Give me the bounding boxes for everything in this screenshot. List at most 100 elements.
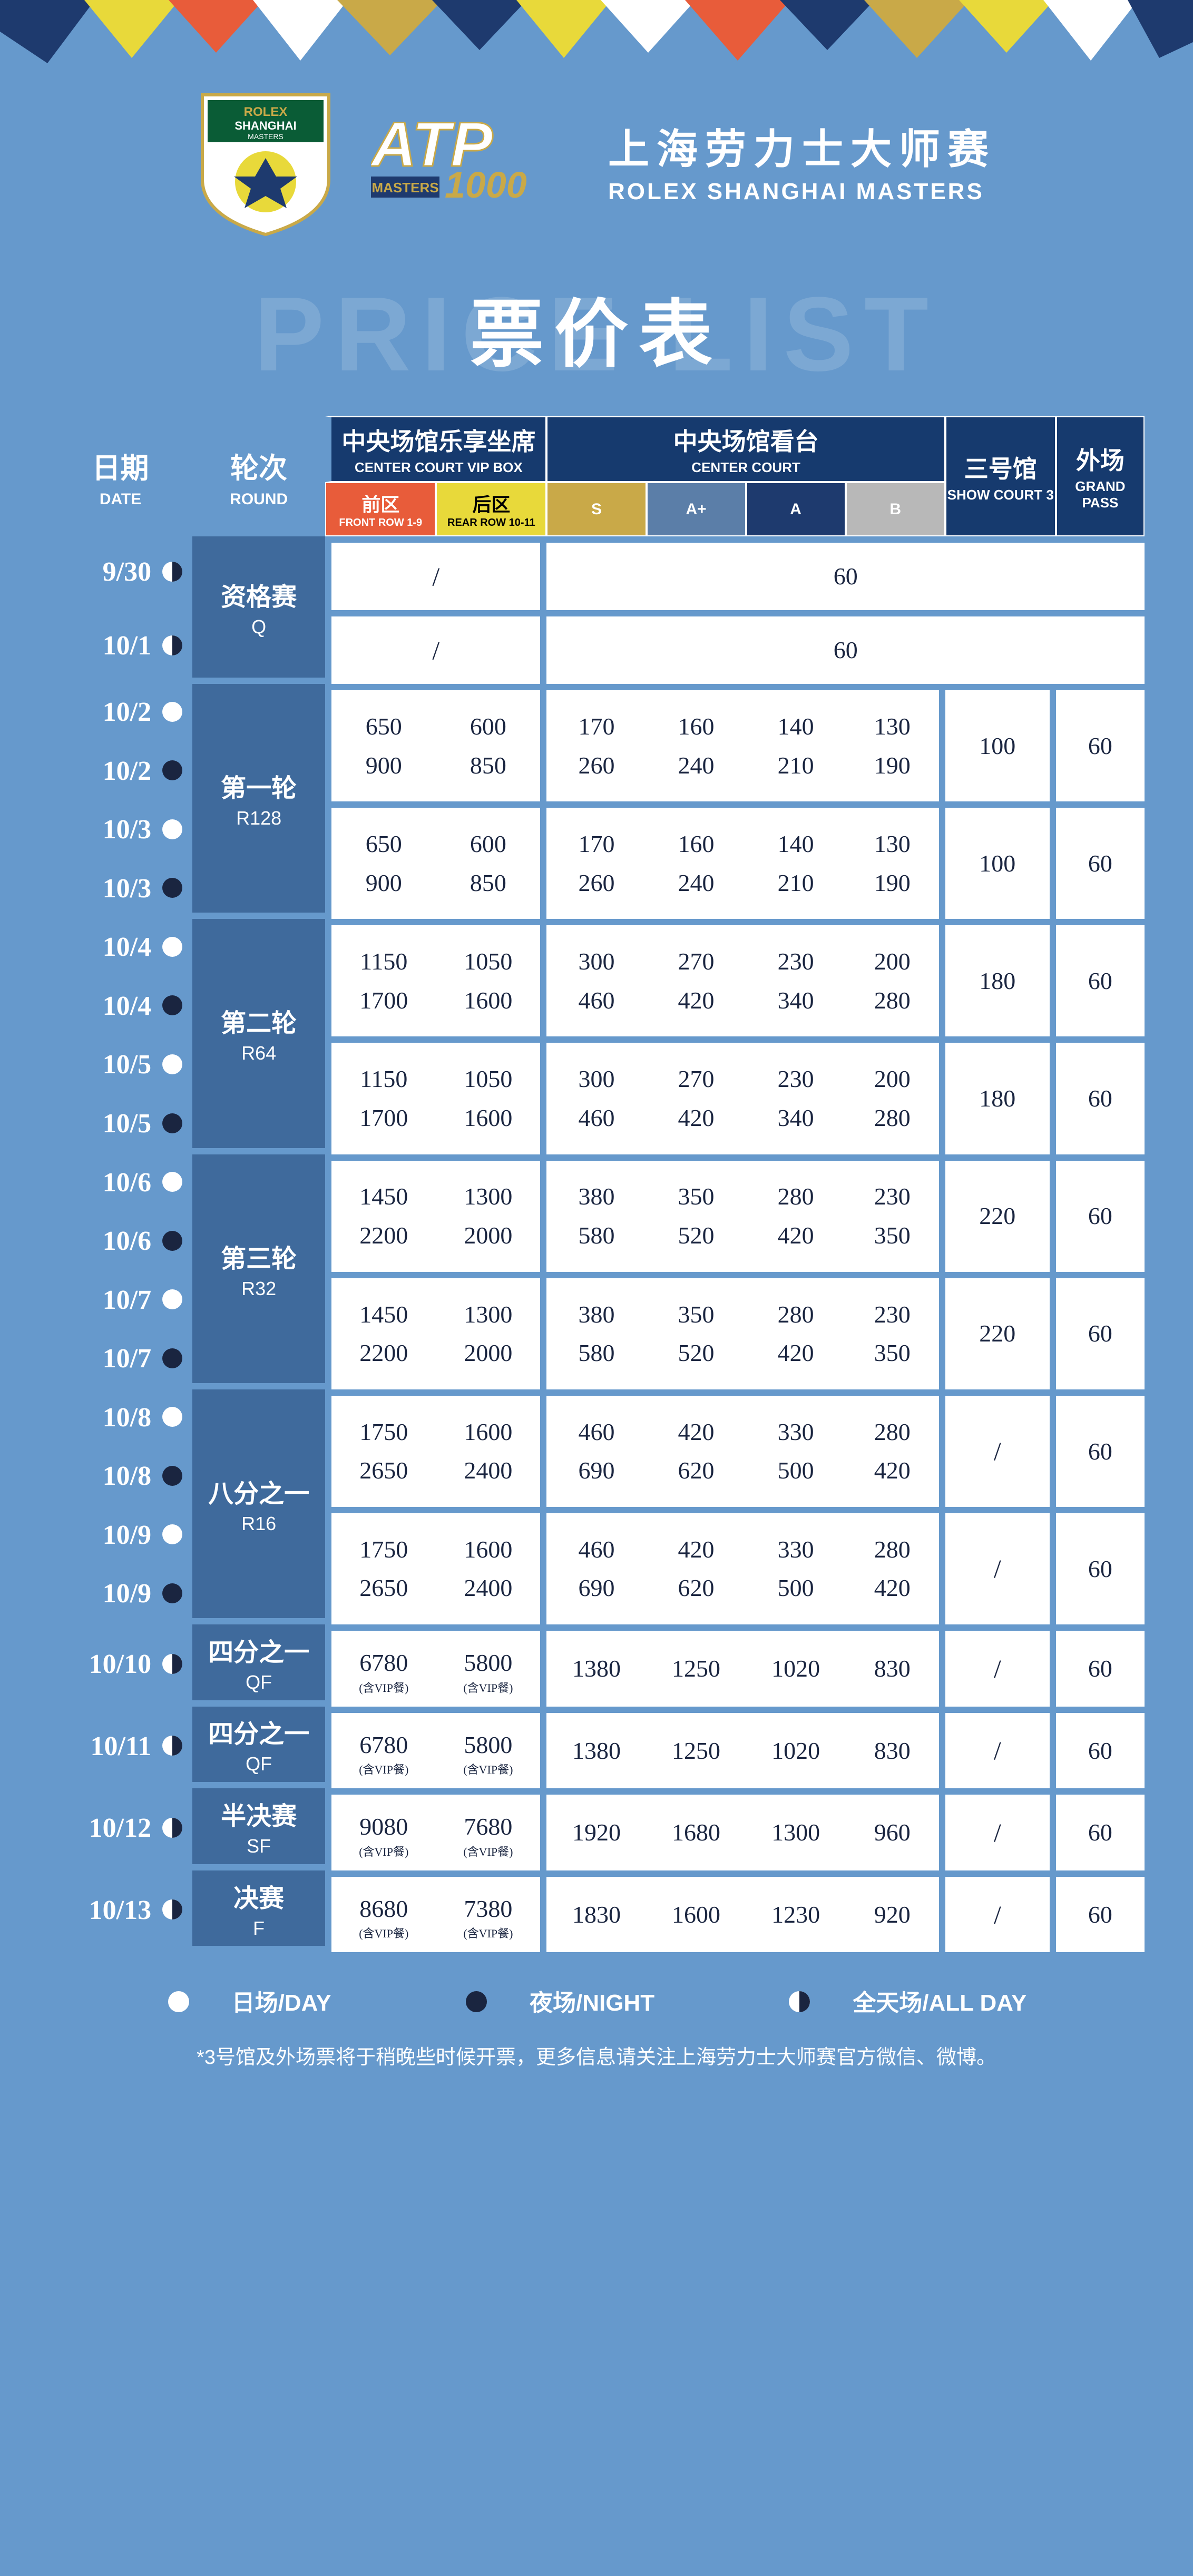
price-a: 1020	[746, 1707, 846, 1789]
price-s: 380580	[546, 1272, 646, 1389]
price-a: 1020	[746, 1624, 846, 1707]
svg-text:1000: 1000	[445, 164, 527, 205]
session-day-icon	[161, 1169, 184, 1200]
legend-night: 夜场/NIGHT	[433, 1990, 686, 2016]
date-cell: 10/1	[48, 610, 192, 684]
price-sc3: 220	[945, 1272, 1056, 1389]
session-legend: 日场/DAY 夜场/NIGHT 全天场/ALL DAY	[0, 1984, 1193, 2020]
date-cell: 10/9	[48, 1565, 192, 1624]
date-cell: 10/7	[48, 1272, 192, 1331]
price-rear: 10501600	[436, 919, 546, 1036]
round-cell: 四分之一QF	[192, 1624, 325, 1707]
session-day-icon	[161, 1052, 184, 1083]
price-s: 1830	[546, 1870, 646, 1953]
price-gp: 60	[1056, 1154, 1145, 1272]
session-day-icon	[161, 934, 184, 965]
price-a: 140210	[746, 684, 846, 801]
price-title: PRICE LIST 票价表	[0, 279, 1193, 390]
price-table-body: 9/30资格赛Q/6010/1/6010/2第一轮R12865090060085…	[48, 536, 1145, 1952]
rolex-shanghai-masters-shield-logo: ROLEX SHANGHAI MASTERS	[197, 84, 334, 237]
event-header: ROLEX SHANGHAI MASTERS ATP MASTERS 1000 …	[0, 63, 1193, 248]
price-rear: 13002000	[436, 1154, 546, 1272]
price-row: 10/10四分之一QF6780(含VIP餐)5800(含VIP餐)1380125…	[48, 1624, 1145, 1707]
price-title-fg: 票价表	[0, 279, 1193, 390]
price-gp: 60	[1056, 919, 1145, 1036]
date-cell: 10/10	[48, 1624, 192, 1707]
header-seat-b: B	[846, 482, 945, 536]
price-sc3: 100	[945, 684, 1056, 801]
session-night-icon	[161, 1581, 184, 1612]
date-cell: 10/12	[48, 1788, 192, 1870]
price-aplus: 160240	[647, 684, 746, 801]
price-b: 230350	[846, 1272, 945, 1389]
price-aplus: 1600	[647, 1870, 746, 1953]
session-night-icon	[161, 758, 184, 789]
price-gp: 60	[1056, 801, 1145, 919]
price-s: 1920	[546, 1788, 646, 1870]
footnote: *3号馆及外场票将于稍晚些时候开票，更多信息请关注上海劳力士大师赛官方微信、微博…	[0, 2041, 1193, 2070]
date-cell: 10/11	[48, 1707, 192, 1789]
svg-text:MASTERS: MASTERS	[248, 132, 283, 141]
price-aplus: 270420	[647, 1036, 746, 1154]
price-rear: 600850	[436, 684, 546, 801]
svg-text:ROLEX: ROLEX	[244, 105, 288, 119]
price-front: 6780(含VIP餐)	[325, 1624, 436, 1707]
price-all-merged: 60	[546, 536, 1145, 610]
price-s: 170260	[546, 684, 646, 801]
date-cell: 10/8	[48, 1448, 192, 1507]
price-s: 300460	[546, 919, 646, 1036]
price-aplus: 1250	[647, 1707, 746, 1789]
price-row: 10/6第三轮R32145022001300200038058035052028…	[48, 1154, 1145, 1213]
round-cell: 半决赛SF	[192, 1788, 325, 1870]
price-s: 170260	[546, 801, 646, 919]
price-b: 280420	[846, 1389, 945, 1507]
event-title: 上海劳力士大师赛 ROLEX SHANGHAI MASTERS	[608, 116, 996, 205]
session-allday-icon	[161, 1815, 184, 1846]
price-gp: 60	[1056, 1788, 1145, 1870]
price-front: 6780(含VIP餐)	[325, 1707, 436, 1789]
price-rear: 5800(含VIP餐)	[436, 1624, 546, 1707]
price-aplus: 350520	[647, 1154, 746, 1272]
session-allday-icon	[161, 559, 184, 590]
legend-day: 日场/DAY	[135, 1990, 363, 2016]
price-sc3: /	[945, 1507, 1056, 1624]
date-cell: 10/4	[48, 919, 192, 978]
price-row: 9/30资格赛Q/60	[48, 536, 1145, 610]
price-sc3: /	[945, 1624, 1056, 1707]
date-cell: 10/9	[48, 1507, 192, 1566]
price-s: 1380	[546, 1624, 646, 1707]
date-cell: 9/30	[48, 536, 192, 610]
price-b: 920	[846, 1870, 945, 1953]
price-vip-na: /	[325, 610, 546, 684]
price-aplus: 1250	[647, 1624, 746, 1707]
price-b: 280420	[846, 1507, 945, 1624]
price-b: 130190	[846, 684, 945, 801]
price-row: 10/4第二轮R64115017001050160030046027042023…	[48, 919, 1145, 978]
price-gp: 60	[1056, 684, 1145, 801]
session-allday-icon	[161, 633, 184, 664]
price-front: 650900	[325, 801, 436, 919]
price-a: 280420	[746, 1154, 846, 1272]
price-b: 830	[846, 1624, 945, 1707]
session-night-icon	[161, 1228, 184, 1259]
header-vip: 中央场馆乐享坐席CENTER COURT VIP BOX	[325, 416, 546, 482]
date-cell: 10/8	[48, 1389, 192, 1448]
session-day-icon	[161, 699, 184, 730]
price-a: 330500	[746, 1389, 846, 1507]
price-s: 380580	[546, 1154, 646, 1272]
price-rear: 5800(含VIP餐)	[436, 1707, 546, 1789]
header-rear-row: 后区REAR ROW 10-11	[436, 482, 546, 536]
price-row: 10/13决赛F8680(含VIP餐)7380(含VIP餐)1830160012…	[48, 1870, 1145, 1953]
price-a: 1300	[746, 1788, 846, 1870]
session-day-icon	[161, 1522, 184, 1553]
price-sc3: 180	[945, 919, 1056, 1036]
price-sc3: /	[945, 1389, 1056, 1507]
price-a: 330500	[746, 1507, 846, 1624]
price-b: 960	[846, 1788, 945, 1870]
session-night-icon	[161, 1346, 184, 1377]
round-cell: 资格赛Q	[192, 536, 325, 684]
price-row: 10/2第一轮R12865090060085017026016024014021…	[48, 684, 1145, 743]
session-allday-icon	[161, 1651, 184, 1682]
price-gp: 60	[1056, 1870, 1145, 1953]
price-rear: 13002000	[436, 1272, 546, 1389]
